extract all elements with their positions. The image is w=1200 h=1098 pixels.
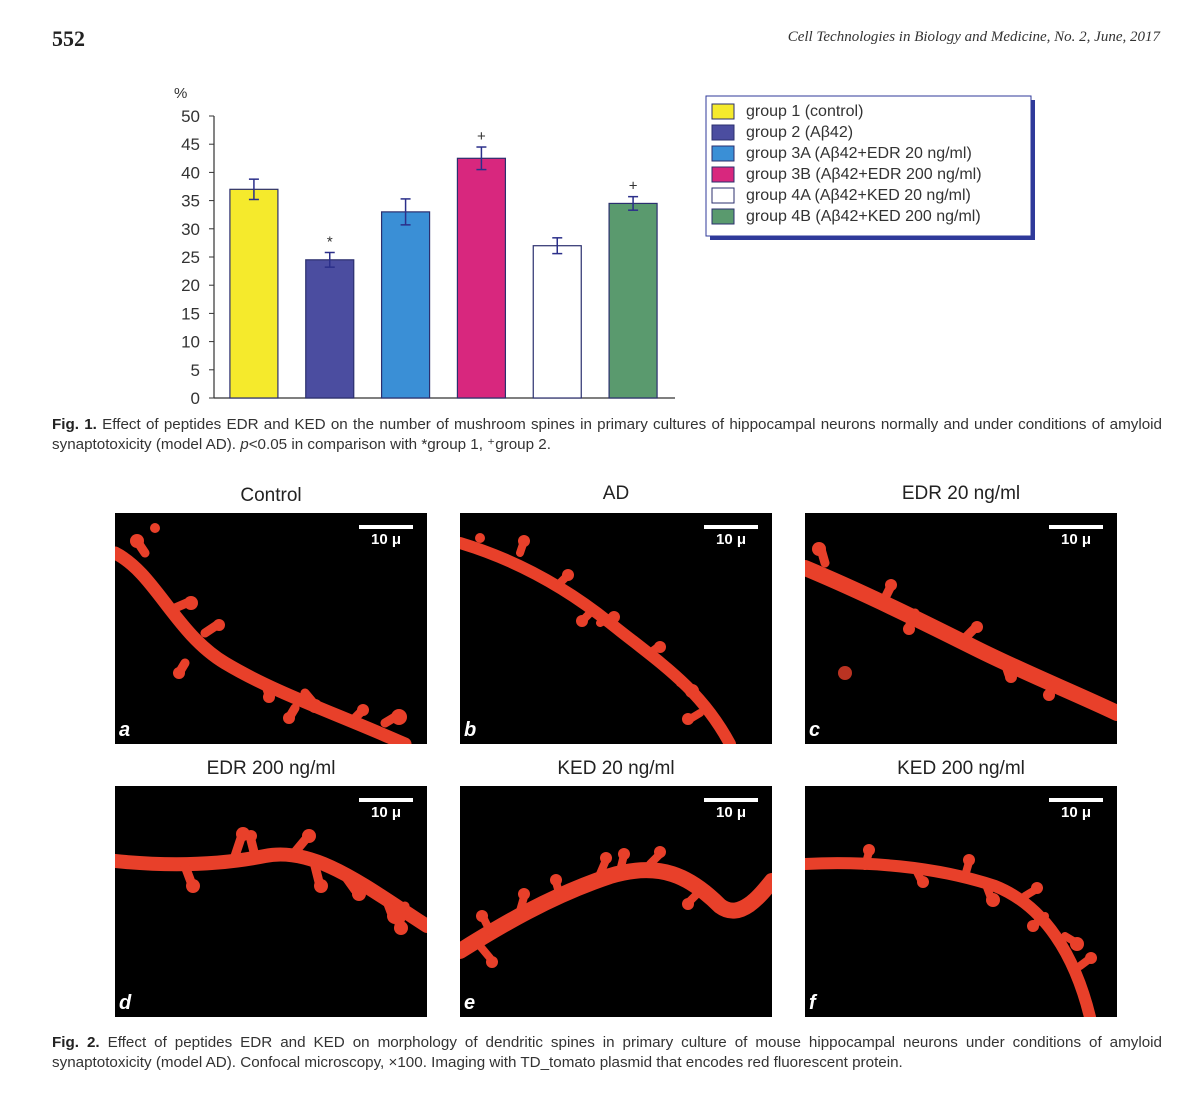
panel-title-c: EDR 20 ng/ml bbox=[901, 483, 1021, 504]
panel-letter-b: b bbox=[464, 719, 477, 741]
y-tick-label: 5 bbox=[191, 361, 200, 380]
legend-swatch-5 bbox=[711, 187, 735, 204]
y-tick-label: 50 bbox=[181, 107, 200, 126]
legend-label-1: group 1 (control) bbox=[746, 103, 863, 120]
panel-letter-c: c bbox=[809, 719, 821, 741]
scale-bar-d: 10 μ bbox=[359, 798, 413, 821]
micrograph-c: 10 μ c bbox=[805, 513, 1117, 744]
significance-mark: + bbox=[477, 128, 486, 145]
y-tick-label: 35 bbox=[181, 192, 200, 211]
panel-title-e: KED 20 ng/ml bbox=[557, 758, 675, 779]
panel-title-f: KED 200 ng/ml bbox=[897, 758, 1025, 779]
dendrite-image-e bbox=[460, 846, 772, 968]
bar-2 bbox=[305, 259, 355, 399]
bar-5 bbox=[532, 245, 582, 399]
fig2-label: Fig. 2. bbox=[52, 1034, 100, 1051]
y-tick-label: 15 bbox=[181, 304, 200, 323]
scale-label-e: 10 μ bbox=[715, 804, 747, 821]
micrograph-a: 10 μ a bbox=[115, 513, 427, 744]
scale-label-c: 10 μ bbox=[1060, 531, 1092, 548]
scale-label-d: 10 μ bbox=[370, 804, 402, 821]
scale-bar-a: 10 μ bbox=[359, 525, 413, 548]
scale-label-b: 10 μ bbox=[715, 531, 747, 548]
fig1-p: p bbox=[240, 436, 249, 453]
dendrite-image-b bbox=[460, 533, 736, 744]
micrograph-f: 10 μ f bbox=[805, 786, 1117, 1017]
legend-label-5: group 4A (Aβ42+KED 20 ng/ml) bbox=[746, 187, 971, 204]
legend-swatch-4 bbox=[711, 166, 735, 183]
legend-swatch-6 bbox=[711, 208, 735, 225]
significance-mark: * bbox=[327, 233, 333, 250]
legend-swatch-3 bbox=[711, 145, 735, 162]
fig2-text: Effect of peptides EDR and KED on morpho… bbox=[52, 1034, 1162, 1071]
y-tick-label: 30 bbox=[181, 220, 200, 239]
fig1-tail: <0.05 in comparison with *group 1, ⁺grou… bbox=[248, 436, 551, 453]
y-tick-label: 10 bbox=[181, 333, 200, 352]
legend-label-4: group 3B (Aβ42+EDR 200 ng/ml) bbox=[746, 166, 982, 183]
legend-swatch-1 bbox=[711, 103, 735, 120]
legend-label-3: group 3A (Aβ42+EDR 20 ng/ml) bbox=[746, 145, 972, 162]
dendrite-image-d bbox=[115, 827, 427, 935]
bar-4 bbox=[456, 157, 507, 399]
y-tick-label: 25 bbox=[181, 248, 200, 267]
scale-label-a: 10 μ bbox=[370, 531, 402, 548]
fig1-caption: Fig. 1. Effect of peptides EDR and KED o… bbox=[52, 415, 1162, 455]
legend-label-2: group 2 (Aβ42) bbox=[746, 124, 853, 141]
y-tick-label: 0 bbox=[191, 389, 200, 408]
panel-letter-e: e bbox=[464, 992, 476, 1014]
fig2-caption: Fig. 2. Effect of peptides EDR and KED o… bbox=[52, 1033, 1162, 1073]
y-tick-label: 45 bbox=[181, 135, 200, 154]
scale-bar-f: 10 μ bbox=[1049, 798, 1103, 821]
scale-bar-e: 10 μ bbox=[704, 798, 758, 821]
significance-mark: + bbox=[629, 178, 638, 195]
page-number: 552 bbox=[52, 26, 85, 51]
micrograph-e: 10 μ e bbox=[460, 786, 772, 1017]
scale-bar-b: 10 μ bbox=[704, 525, 758, 548]
fig1-label: Fig. 1. bbox=[52, 416, 97, 433]
panel-title-d: EDR 200 ng/ml bbox=[206, 758, 336, 779]
panel-letter-f: f bbox=[809, 992, 816, 1014]
legend-label-6: group 4B (Aβ42+KED 200 ng/ml) bbox=[746, 208, 981, 225]
y-tick-label: 20 bbox=[181, 276, 200, 295]
bar-1 bbox=[229, 188, 279, 399]
dendrite-image-c bbox=[805, 542, 1117, 721]
panel-letter-d: d bbox=[119, 992, 132, 1014]
bar-3 bbox=[380, 211, 431, 399]
scale-bar-c: 10 μ bbox=[1049, 525, 1103, 548]
panel-title-b: AD bbox=[602, 483, 630, 504]
panel-letter-a: a bbox=[119, 719, 131, 741]
scale-label-f: 10 μ bbox=[1060, 804, 1092, 821]
micrograph-d: 10 μ d bbox=[115, 786, 427, 1017]
legend-swatch-2 bbox=[711, 124, 735, 141]
micrograph-b: 10 μ b bbox=[460, 513, 772, 744]
legend-box bbox=[705, 95, 1032, 237]
bar-6 bbox=[608, 202, 658, 399]
dendrite-image-a bbox=[115, 523, 412, 744]
bar-chart: % 0 5 10 15 20 25 30 35 40 45 50 * + + group 1 (control… bbox=[174, 85, 1035, 408]
fig1-text: Effect of peptides EDR and KED on the nu… bbox=[52, 416, 1162, 453]
y-tick-label: 40 bbox=[181, 163, 200, 182]
dendrite-image-f bbox=[805, 844, 1097, 1017]
panel-title-a: Control bbox=[240, 485, 302, 506]
y-axis-label: % bbox=[174, 85, 187, 102]
journal-header: Cell Technologies in Biology and Medicin… bbox=[787, 29, 1160, 45]
